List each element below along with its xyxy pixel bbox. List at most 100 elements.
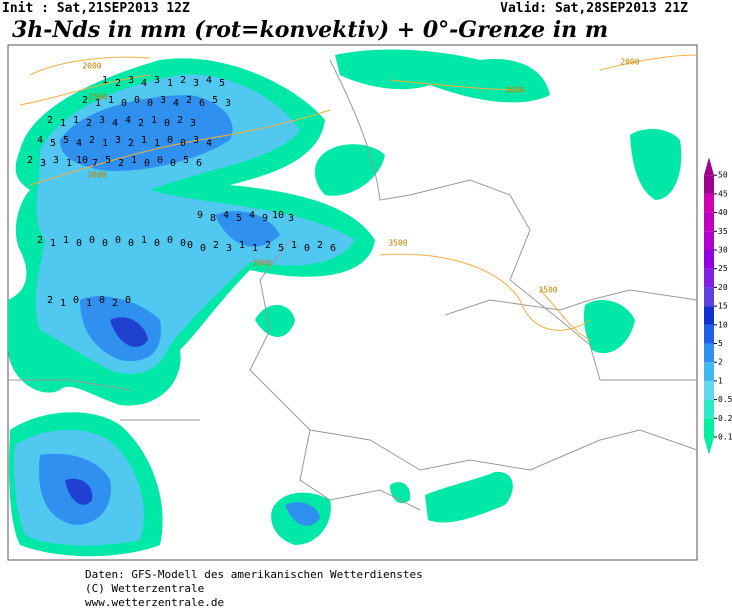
precip-label: 6 — [196, 158, 202, 169]
precip-label: 2 — [118, 158, 124, 169]
colorbar-segment — [704, 324, 714, 344]
precip-label: 2 — [82, 95, 88, 106]
colorbar-label: 25 — [718, 264, 728, 273]
precip-label: 1 — [102, 138, 108, 149]
precip-label: 3 — [154, 75, 160, 86]
colorbar-segment — [704, 193, 714, 213]
precip-label: 1 — [102, 75, 108, 86]
colorbar-label: 15 — [718, 302, 728, 311]
colorbar-label: 50 — [718, 171, 728, 180]
precip-label: 2 — [89, 135, 95, 146]
precip-label: 0 — [73, 295, 79, 306]
precip-label: 0 — [147, 98, 153, 109]
colorbar-label: 1 — [718, 376, 723, 385]
precip-label: 2 — [86, 118, 92, 129]
precip-label: 5 — [50, 138, 56, 149]
precip-label: 0 — [154, 238, 160, 249]
precip-label: 1 — [86, 298, 92, 309]
contour-label: 2000 — [82, 62, 101, 71]
precip-label: 8 — [210, 213, 216, 224]
precip-label: 2 — [138, 118, 144, 129]
precip-label: 2 — [47, 115, 53, 126]
precip-label: 3 — [193, 78, 199, 89]
precip-label: 3 — [40, 158, 46, 169]
precip-label: 0 — [187, 240, 193, 251]
precip-label: 0 — [157, 155, 163, 166]
precip-label: 0 — [76, 238, 82, 249]
precip-label: 0 — [89, 235, 95, 246]
precip-label: 2 — [180, 75, 186, 86]
precip-label: 2 — [265, 240, 271, 251]
precip-label: 10 — [272, 210, 284, 221]
contour-label: 2500 — [88, 93, 107, 102]
precip-label: 5 — [219, 78, 225, 89]
precip-label: 0 — [164, 118, 170, 129]
precip-label: 0 — [134, 95, 140, 106]
colorbar-label: 10 — [718, 320, 728, 329]
colorbar-segment — [704, 380, 714, 400]
footer-line: www.wetterzentrale.de — [85, 596, 224, 609]
precip-label: 2 — [128, 138, 134, 149]
precip-label: 4 — [76, 138, 82, 149]
precip-label: 1 — [239, 240, 245, 251]
colorbar-segment — [704, 343, 714, 363]
precip-label: 0 — [167, 235, 173, 246]
precip-label: 0 — [180, 138, 186, 149]
precip-label: 4 — [112, 118, 118, 129]
map-title: 3h-Nds in mm (rot=konvektiv) + 0°-Grenze… — [12, 17, 608, 43]
precip-label: 9 — [262, 213, 268, 224]
colorbar-segment — [704, 287, 714, 307]
precip-label: 4 — [249, 210, 255, 221]
precip-label: 4 — [173, 98, 179, 109]
precip-label: 0 — [115, 235, 121, 246]
colorbar-label: 40 — [718, 208, 728, 217]
colorbar-label: 20 — [718, 283, 728, 292]
precip-label: 1 — [63, 235, 69, 246]
precip-label: 3 — [99, 115, 105, 126]
precip-label: 2 — [177, 115, 183, 126]
precip-label: 4 — [223, 210, 229, 221]
precip-label: 0 — [200, 243, 206, 254]
precip-label: 0 — [167, 135, 173, 146]
valid-time: Valid: Sat,28SEP2013 21Z — [500, 1, 688, 16]
precip-label: 0 — [170, 158, 176, 169]
precip-label: 3 — [160, 95, 166, 106]
precip-label: 3 — [225, 98, 231, 109]
precip-label: 1 — [252, 243, 258, 254]
colorbar-segment — [704, 175, 714, 194]
precip-label: 1 — [131, 155, 137, 166]
precip-label: 0 — [180, 238, 186, 249]
precip-areas — [8, 49, 682, 557]
colorbar-label: 2 — [718, 358, 723, 367]
precip-label: 3 — [193, 135, 199, 146]
precip-label: 4 — [206, 75, 212, 86]
precip-label: 2 — [27, 155, 33, 166]
precip-label: 1 — [66, 158, 72, 169]
precip-label: 1 — [73, 115, 79, 126]
precip-label: 1 — [141, 235, 147, 246]
precip-label: 3 — [288, 213, 294, 224]
precip-label: 3 — [190, 118, 196, 129]
colorbar-cap — [704, 437, 714, 455]
freezing-level-contours — [19, 54, 698, 341]
precip-label: 9 — [197, 210, 203, 221]
colorbar-label: 0.5 — [718, 395, 732, 404]
precip-label: 4 — [125, 115, 131, 126]
precip-label: 5 — [183, 155, 189, 166]
colorbar-cap — [704, 157, 714, 176]
precip-label: 4 — [141, 78, 147, 89]
precip-label: 1 — [141, 135, 147, 146]
precip-label: 2 — [47, 295, 53, 306]
precip-label: 0 — [99, 295, 105, 306]
precip-label: 1 — [95, 98, 101, 109]
precip-label: 1 — [50, 238, 56, 249]
colorbar-segment — [704, 268, 714, 288]
precip-label: 0 — [304, 243, 310, 254]
precip-label: 5 — [278, 243, 284, 254]
footer-line: (C) Wetterzentrale — [85, 582, 204, 595]
precip-label: 1 — [108, 95, 114, 106]
precip-label: 6 — [330, 243, 336, 254]
